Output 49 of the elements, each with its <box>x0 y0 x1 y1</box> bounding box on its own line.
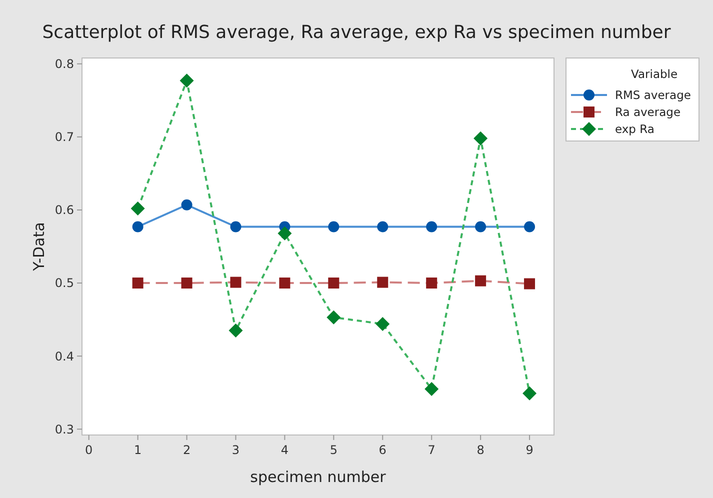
point <box>426 278 438 289</box>
x-tick-label: 9 <box>526 443 534 457</box>
x-tick-label: 2 <box>182 443 191 457</box>
legend-title: Variable <box>631 67 678 81</box>
x-tick-label: 8 <box>476 443 484 457</box>
point <box>279 278 290 289</box>
point <box>377 276 388 288</box>
y-tick-label: 0.5 <box>54 276 74 290</box>
x-tick-label: 6 <box>378 443 386 457</box>
y-tick-label: 0.7 <box>54 130 74 144</box>
point <box>328 221 340 232</box>
point <box>180 74 194 88</box>
y-tick-label: 0.3 <box>54 422 74 436</box>
point <box>377 221 388 232</box>
point <box>522 386 537 400</box>
point <box>326 310 341 324</box>
point <box>181 278 192 289</box>
x-tick-label: 3 <box>232 443 240 457</box>
x-tick-label: 4 <box>280 443 289 457</box>
point <box>475 275 486 286</box>
point <box>278 226 292 240</box>
x-axis-title: specimen number <box>250 468 387 486</box>
x-tick-label: 5 <box>330 443 338 457</box>
point <box>524 278 536 290</box>
point <box>230 276 242 288</box>
legend-label: exp Ra <box>615 122 654 136</box>
x-tick-label: 7 <box>428 443 436 457</box>
point <box>524 221 536 232</box>
y-tick-label: 0.4 <box>54 349 74 364</box>
point <box>424 382 439 396</box>
legend-label: RMS average <box>615 88 691 102</box>
point <box>228 324 243 338</box>
legend-label: Ra average <box>615 105 681 120</box>
chart-title: Scatterplot of RMS average, Ra average, exp Ra vs specimen number <box>42 22 672 43</box>
point <box>132 278 144 289</box>
point <box>181 199 192 210</box>
point <box>426 221 438 232</box>
point <box>474 131 488 146</box>
point <box>230 221 242 232</box>
x-tick-label: 1 <box>134 443 142 457</box>
y-tick-label: 0.6 <box>54 203 74 218</box>
point <box>475 221 486 232</box>
y-tick-label: 0.8 <box>54 57 74 72</box>
point <box>376 316 390 331</box>
point <box>132 221 144 232</box>
y-axis-title: Y-Data <box>30 222 48 272</box>
x-tick-label: 0 <box>85 443 93 457</box>
point <box>130 202 145 216</box>
point <box>328 278 340 289</box>
